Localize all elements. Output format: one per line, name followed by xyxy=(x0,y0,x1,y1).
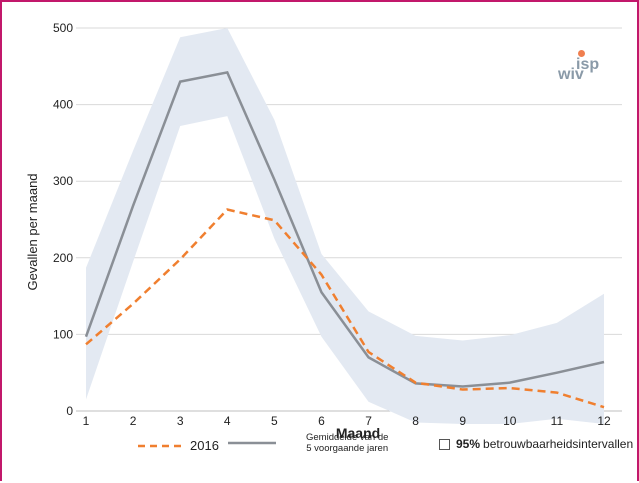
legend-label-avg-line1: Gemiddelde van de xyxy=(306,432,389,443)
y-tick-label: 500 xyxy=(53,21,73,35)
x-tick-label: 6 xyxy=(318,414,325,428)
legend-item-ci: 95% betrouwbaarheidsintervallen xyxy=(439,437,633,451)
x-tick-label: 9 xyxy=(459,414,466,428)
legend-item-2016: 2016 xyxy=(136,438,219,453)
x-tick-label: 4 xyxy=(224,414,231,428)
isp-wiv-logo: isp wiv xyxy=(558,50,606,90)
legend-swatch-ci xyxy=(439,438,450,450)
y-tick-label: 400 xyxy=(53,98,73,112)
y-tick-label: 300 xyxy=(53,174,73,188)
x-tick-label: 2 xyxy=(130,414,137,428)
x-tick-label: 3 xyxy=(177,414,184,428)
legend-label-2016: 2016 xyxy=(190,438,219,453)
series-2016-line xyxy=(85,208,605,409)
ci-band xyxy=(86,28,604,424)
x-tick-label: 5 xyxy=(271,414,278,428)
chart-legend: 2016 Gemiddelde van de 5 voorgaande jare… xyxy=(0,432,639,482)
y-tick-label: 0 xyxy=(66,404,73,418)
x-tick-label: 11 xyxy=(551,414,564,428)
legend-label-avg: Gemiddelde van de 5 voorgaande jaren xyxy=(306,432,388,454)
legend-label-ci: betrouwbaarheidsintervallen xyxy=(483,437,634,451)
legend-swatch-avg xyxy=(228,441,276,445)
x-tick-label: 8 xyxy=(412,414,419,428)
x-tick-label: 7 xyxy=(365,414,372,428)
logo-text-isp: isp xyxy=(576,56,600,73)
x-tick-label: 12 xyxy=(597,414,611,428)
y-axis-label: Gevallen per maand xyxy=(25,173,40,290)
x-axis-label: Maand xyxy=(336,425,380,441)
legend-item-avg: Gemiddelde van de 5 voorgaande jaren xyxy=(226,432,388,454)
legend-label-ci-prefix: 95% xyxy=(456,437,481,451)
legend-swatch-2016 xyxy=(138,444,184,447)
y-tick-label: 100 xyxy=(53,327,73,341)
x-tick-label: 1 xyxy=(83,414,90,428)
y-tick-label: 200 xyxy=(53,251,73,265)
series-avg-line xyxy=(84,71,605,388)
logo-dot xyxy=(578,50,585,57)
x-tick-label: 10 xyxy=(503,414,517,428)
legend-label-avg-line2: 5 voorgaande jaren xyxy=(306,443,389,454)
logo-text-wiv: wiv xyxy=(558,66,584,83)
